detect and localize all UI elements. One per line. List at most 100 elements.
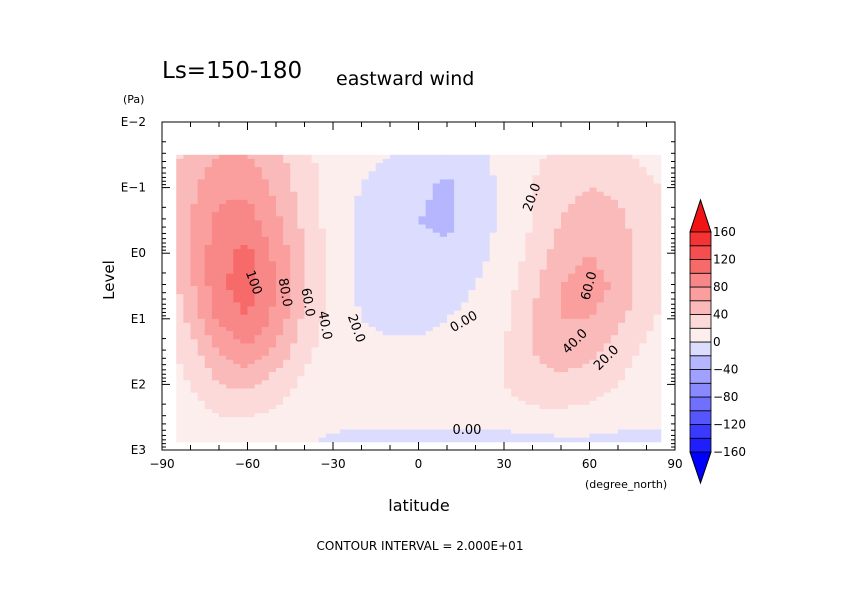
heatmap-cell: [568, 376, 576, 381]
heatmap-cell: [397, 286, 405, 291]
heatmap-cell: [525, 433, 533, 439]
heatmap-cell: [411, 363, 419, 369]
heatmap-cell: [211, 228, 220, 234]
heatmap-cell: [311, 429, 320, 435]
heatmap-cell: [489, 413, 498, 418]
heatmap-cell: [197, 286, 206, 291]
heatmap-cell: [546, 261, 555, 266]
heatmap-cell: [561, 384, 569, 389]
heatmap-cell: [561, 355, 569, 361]
heatmap-cell: [496, 220, 505, 225]
heatmap-cell: [176, 249, 184, 254]
heatmap-cell: [439, 277, 448, 283]
heatmap-cell: [361, 290, 370, 295]
heatmap-cell: [211, 376, 220, 381]
heatmap-cell: [247, 376, 256, 381]
heatmap-cell: [632, 302, 640, 307]
heatmap-cell: [539, 290, 548, 295]
heatmap-cell: [176, 335, 184, 340]
heatmap-cell: [283, 257, 291, 262]
heatmap-cell: [489, 392, 498, 398]
heatmap-cell: [354, 318, 362, 324]
heatmap-cell: [368, 433, 377, 439]
heatmap-cell: [397, 376, 405, 381]
heatmap-cell: [546, 302, 555, 307]
heatmap-cell: [254, 368, 263, 373]
heatmap-cell: [211, 372, 220, 377]
heatmap-cell: [254, 310, 263, 316]
heatmap-cell: [575, 281, 583, 287]
heatmap-cell: [311, 433, 320, 439]
heatmap-cell: [247, 216, 256, 221]
heatmap-cell: [447, 384, 455, 389]
heatmap-cell: [625, 376, 633, 381]
heatmap-cell: [432, 240, 441, 246]
heatmap-cell: [568, 343, 576, 348]
heatmap-cell: [618, 245, 626, 250]
heatmap-cell: [618, 216, 626, 221]
heatmap-cell: [582, 249, 590, 254]
heatmap-cell: [532, 380, 541, 385]
heatmap-cell: [240, 171, 248, 176]
heatmap-cell: [176, 224, 184, 230]
heatmap-cell: [226, 355, 234, 361]
heatmap-cell: [568, 306, 576, 312]
heatmap-cell: [582, 204, 590, 209]
heatmap-cell: [454, 372, 462, 377]
heatmap-cell: [211, 409, 220, 414]
heatmap-cell: [632, 208, 640, 213]
heatmap-cell: [603, 167, 612, 172]
heatmap-cell: [568, 384, 576, 389]
heatmap-cell: [653, 281, 662, 287]
heatmap-cell: [425, 347, 434, 353]
heatmap-cell: [468, 183, 476, 189]
heatmap-cell: [482, 417, 491, 422]
heatmap-cell: [219, 191, 227, 197]
heatmap-cell: [618, 376, 626, 381]
heatmap-cell: [418, 404, 427, 410]
heatmap-cell: [197, 372, 206, 377]
heatmap-cell: [461, 224, 469, 230]
heatmap-cell: [197, 273, 206, 279]
heatmap-cell: [211, 179, 220, 184]
heatmap-cell: [553, 294, 562, 299]
heatmap-cell: [596, 392, 605, 398]
heatmap-cell: [304, 294, 313, 299]
heatmap-cell: [546, 327, 555, 332]
heatmap-cell: [304, 224, 313, 230]
heatmap-cell: [525, 232, 533, 238]
heatmap-cell: [639, 359, 647, 365]
heatmap-cell: [461, 339, 469, 344]
heatmap-cell: [553, 310, 562, 316]
heatmap-cell: [276, 343, 284, 348]
heatmap-cell: [375, 171, 384, 176]
heatmap-cell: [582, 351, 590, 357]
heatmap-cell: [361, 281, 370, 287]
heatmap-cell: [646, 359, 655, 365]
heatmap-cell: [247, 327, 256, 332]
heatmap-cell: [561, 261, 569, 266]
heatmap-cell: [297, 318, 305, 324]
heatmap-cell: [325, 224, 334, 230]
heatmap-cell: [454, 409, 462, 414]
heatmap-cell: [354, 396, 362, 402]
heatmap-cell: [261, 212, 270, 217]
heatmap-cell: [646, 163, 655, 168]
heatmap-cell: [418, 277, 427, 283]
heatmap-cell: [625, 429, 633, 435]
heatmap-cell: [197, 294, 206, 299]
heatmap-cell: [375, 265, 384, 271]
y-unit: (Pa): [123, 93, 144, 106]
heatmap-cell: [489, 183, 498, 189]
heatmap-cell: [468, 314, 476, 320]
heatmap-cell: [625, 372, 633, 377]
heatmap-cell: [511, 154, 519, 160]
heatmap-cell: [496, 183, 505, 189]
heatmap-cell: [482, 388, 491, 394]
heatmap-cell: [404, 199, 412, 205]
contour-label: 80.0: [275, 277, 295, 308]
heatmap-cell: [226, 277, 234, 283]
heatmap-cell: [247, 294, 256, 299]
heatmap-cell: [439, 216, 448, 221]
heatmap-cell: [354, 359, 362, 365]
